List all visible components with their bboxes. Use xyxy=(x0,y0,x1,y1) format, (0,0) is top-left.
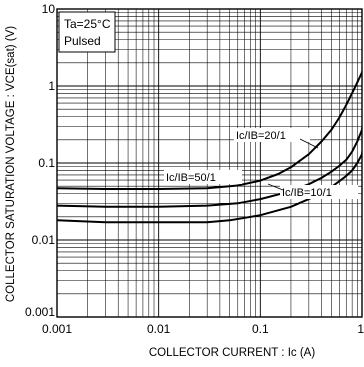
x-tick-label: 0.01 xyxy=(147,322,171,336)
series-label-bg-20 xyxy=(234,128,310,142)
y-tick-label: 0.001 xyxy=(25,305,55,319)
temperature-note: Ta=25°C xyxy=(64,17,111,31)
series-label-50: Ic/IB=50/1 xyxy=(166,172,216,184)
x-tick-label: 0.1 xyxy=(252,322,269,336)
series-line-0 xyxy=(57,68,362,190)
series-label-bg-10 xyxy=(280,185,358,199)
grid xyxy=(57,9,362,317)
y-axis-title: COLLECTOR SATURATION VOLTAGE : VCE(sat) … xyxy=(5,26,17,302)
x-tick-label: 1 xyxy=(357,322,364,336)
pulsed-note: Pulsed xyxy=(64,34,101,48)
x-tick-label: 0.001 xyxy=(42,322,72,336)
leader-line-10 xyxy=(267,183,284,191)
series-label-20: Ic/IB=20/1 xyxy=(236,130,286,142)
leader-line-20 xyxy=(299,138,319,149)
y-tick-label: 0.1 xyxy=(38,156,55,170)
tick-labels: 0.001 0.01 0.1 1 0.001 0.01 0.1 1 10 xyxy=(25,2,364,336)
series-label-bg-50 xyxy=(164,170,242,184)
x-axis-title: COLLECTOR CURRENT : Ic (A) xyxy=(149,347,316,359)
series-line-1 xyxy=(57,121,362,208)
y-tick-label: 10 xyxy=(42,2,56,16)
y-tick-label: 1 xyxy=(48,79,55,93)
plot-frame xyxy=(56,8,363,318)
annotation-box xyxy=(58,11,116,53)
y-tick-label: 0.01 xyxy=(32,233,56,247)
series-label-10: Ic/IB=10/1 xyxy=(282,187,332,199)
